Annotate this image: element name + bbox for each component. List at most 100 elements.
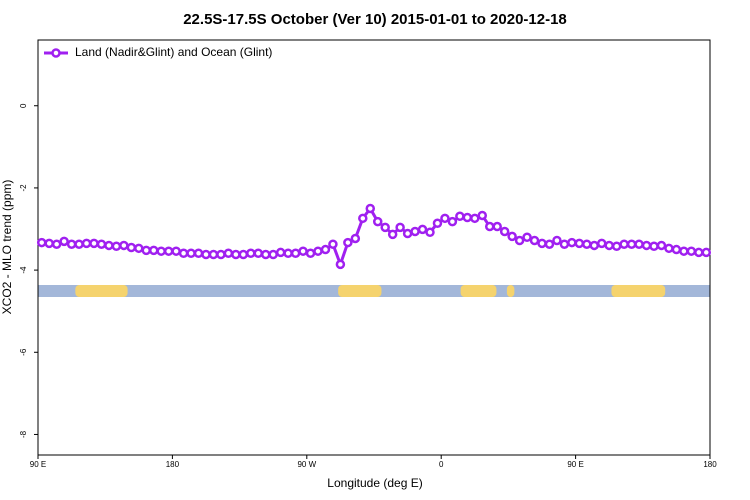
data-point <box>290 248 301 259</box>
x-tick-label: 180 <box>703 460 717 469</box>
data-point <box>193 248 204 259</box>
data-point <box>604 240 614 251</box>
data-point <box>664 243 674 254</box>
data-point <box>402 228 413 239</box>
data-point <box>178 248 189 259</box>
data-point <box>626 239 637 249</box>
data-point <box>89 238 99 249</box>
data-point <box>701 247 712 258</box>
x-tick-label: 0 <box>439 460 444 469</box>
x-tick-label: 90 E <box>567 460 583 469</box>
data-point <box>694 247 704 258</box>
data-point <box>171 246 181 256</box>
land-segment <box>75 285 128 297</box>
data-point <box>380 222 390 233</box>
data-point <box>671 244 682 255</box>
data-point <box>156 246 166 256</box>
data-point <box>656 240 667 251</box>
data-point <box>283 248 293 259</box>
data-point <box>477 210 488 221</box>
data-point <box>596 238 607 249</box>
y-tick-label: -2 <box>19 184 28 192</box>
data-point <box>253 248 264 259</box>
data-point <box>365 203 376 214</box>
y-tick-label: 0 <box>19 103 28 108</box>
chart-title: 22.5S-17.5S October (Ver 10) 2015-01-01 … <box>183 11 567 28</box>
data-point <box>320 244 331 255</box>
data-point <box>59 236 69 247</box>
data-point <box>111 241 122 252</box>
y-tick-label: -6 <box>19 348 28 356</box>
data-point <box>208 249 219 260</box>
data-point <box>343 237 353 248</box>
data-point <box>492 221 502 232</box>
data-point <box>119 240 129 251</box>
data-point <box>507 231 517 242</box>
data-point <box>246 248 256 259</box>
y-axis-label: XCO2 - MLO trend (ppm) <box>0 180 14 315</box>
data-point <box>141 245 152 256</box>
data-point <box>499 226 510 237</box>
data-point <box>44 238 54 249</box>
data-point <box>455 211 465 222</box>
land-segment <box>506 285 515 297</box>
data-point <box>163 246 174 256</box>
data-point <box>582 239 592 249</box>
legend-marker <box>51 48 61 58</box>
land-segment <box>460 285 497 297</box>
data-point <box>126 242 137 253</box>
data-point <box>611 241 622 252</box>
x-tick-label: 180 <box>166 460 180 469</box>
data-point <box>641 240 652 251</box>
data-point <box>470 213 480 224</box>
data-point <box>358 213 368 224</box>
data-point <box>260 249 271 260</box>
y-tick-label: -4 <box>19 266 28 274</box>
data-point <box>440 213 450 224</box>
data-point <box>238 249 249 260</box>
data-point <box>201 249 211 260</box>
data-point <box>313 246 323 256</box>
data-point <box>51 239 62 249</box>
data-point <box>514 235 525 246</box>
data-point <box>350 233 361 244</box>
data-point <box>567 237 577 248</box>
data-point <box>679 246 689 256</box>
data-point <box>186 248 196 259</box>
data-point <box>395 222 405 233</box>
data-point <box>36 237 47 248</box>
data-point <box>96 239 107 249</box>
data-point <box>81 238 92 249</box>
data-point <box>417 224 428 235</box>
data-point <box>529 235 540 246</box>
data-point <box>410 226 420 237</box>
x-tick-label: 90 W <box>297 460 316 469</box>
data-point <box>425 227 435 238</box>
data-point <box>104 240 114 251</box>
data-point <box>544 239 555 249</box>
data-point <box>275 247 286 258</box>
data-point <box>589 240 600 251</box>
data-point <box>559 239 570 249</box>
data-point <box>216 249 226 260</box>
data-point <box>484 221 495 232</box>
data-point <box>634 239 644 249</box>
data-point <box>552 235 562 246</box>
data-point <box>686 246 697 256</box>
data-point <box>74 239 84 249</box>
x-tick-label: 90 E <box>30 460 46 469</box>
y-tick-label: -8 <box>19 430 28 438</box>
data-point <box>649 241 659 252</box>
data-point <box>387 229 398 240</box>
data-point <box>574 238 585 249</box>
data-point <box>372 216 383 227</box>
legend-label: Land (Nadir&Glint) and Ocean (Glint) <box>75 45 272 59</box>
data-point <box>522 232 532 242</box>
data-point <box>462 212 473 223</box>
land-segment <box>338 285 382 297</box>
data-point <box>223 248 234 259</box>
data-point <box>447 216 458 227</box>
data-point <box>537 238 547 249</box>
